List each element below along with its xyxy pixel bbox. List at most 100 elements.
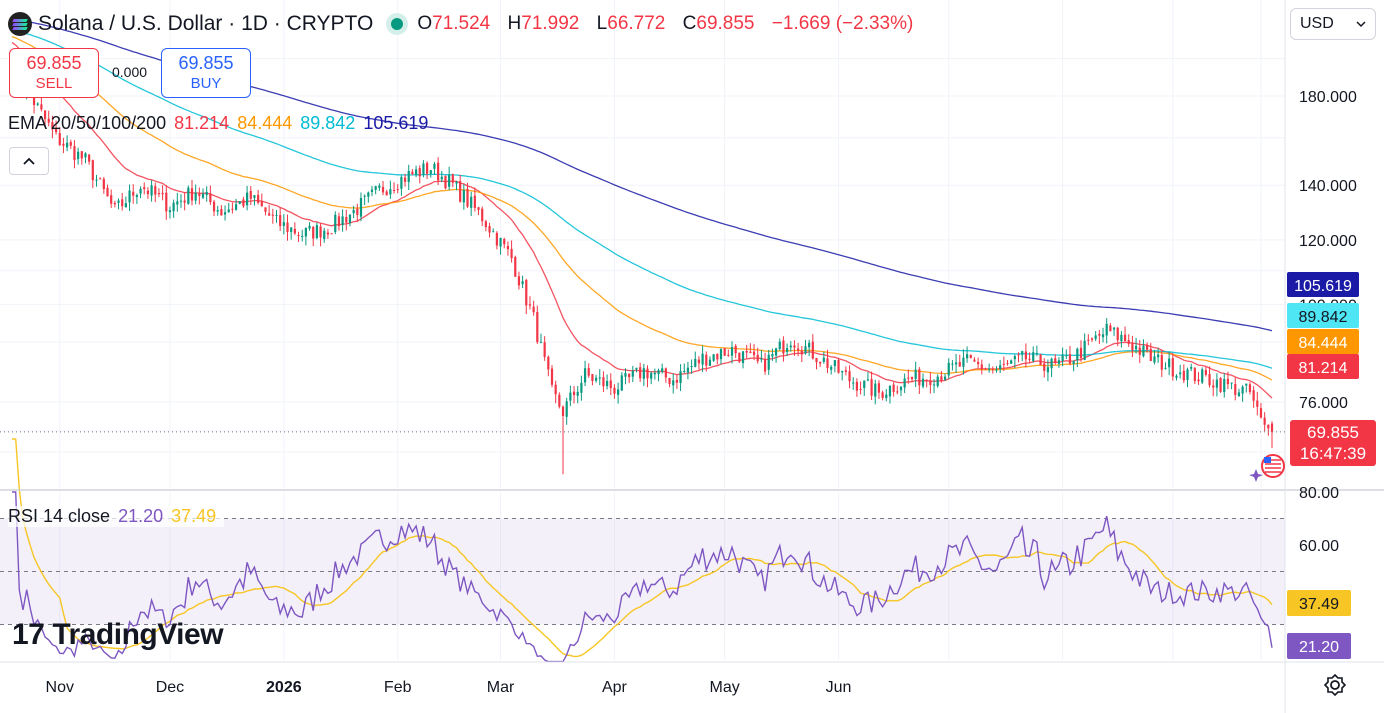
candle-body xyxy=(602,377,605,387)
candle-body xyxy=(128,190,131,203)
candle-body xyxy=(848,371,851,382)
candle-body xyxy=(117,200,120,203)
candle-body xyxy=(1039,354,1042,365)
candle-body xyxy=(275,214,278,216)
candle-body xyxy=(778,341,781,350)
candle-body xyxy=(1024,351,1027,360)
candle-body xyxy=(32,96,36,106)
ohlc-values: O71.524 H71.992 L66.772 C69.855 −1.669 (… xyxy=(417,13,914,34)
change-value: −1.669 (−2.33%) xyxy=(771,13,914,34)
candle-body xyxy=(940,376,943,381)
gear-icon[interactable] xyxy=(1322,672,1348,698)
candle-body xyxy=(870,379,873,396)
last-price-tag: 69.855 16:47:39 xyxy=(1290,420,1376,466)
currency-select[interactable]: USD xyxy=(1290,8,1376,40)
candle-body xyxy=(312,226,315,239)
rsi-ma-tag xyxy=(1287,590,1351,616)
symbol-title[interactable]: Solana / U.S. Dollar · 1D · CRYPTO xyxy=(38,12,374,35)
candle-body xyxy=(363,195,366,197)
candle-body xyxy=(1090,338,1094,340)
flag-canton xyxy=(1264,457,1271,463)
collapse-legend-button[interactable] xyxy=(9,147,49,175)
candle-body xyxy=(403,177,407,182)
candle-body xyxy=(1028,358,1031,360)
candle-body xyxy=(1171,358,1174,377)
candle-body xyxy=(991,368,994,370)
candle-body xyxy=(488,226,491,233)
candle-body xyxy=(370,189,374,193)
candle-body xyxy=(1032,352,1035,361)
candle-body xyxy=(635,367,638,370)
rsi-legend[interactable]: RSI 14 close 21.20 37.49 xyxy=(8,506,225,527)
candle-body xyxy=(187,187,190,204)
candle-body xyxy=(815,357,818,363)
candle-body xyxy=(675,379,678,383)
candle-body xyxy=(183,200,186,203)
candle-body xyxy=(286,222,289,232)
candle-body xyxy=(506,245,510,250)
candle-body xyxy=(1234,383,1237,395)
candle-body xyxy=(73,146,76,161)
candle-body xyxy=(598,377,601,379)
candle-body xyxy=(367,192,370,197)
candle-body xyxy=(426,162,429,174)
candle-body xyxy=(628,373,631,378)
candle-body xyxy=(190,188,194,201)
candle-body xyxy=(341,216,344,226)
candle-body xyxy=(319,226,322,238)
candle-body xyxy=(212,201,216,212)
candle-body xyxy=(786,348,789,353)
candle-body xyxy=(808,342,811,348)
candle-body xyxy=(389,189,392,195)
candle-body xyxy=(984,368,987,370)
candle-body xyxy=(752,351,756,356)
candle-body xyxy=(521,281,524,285)
candle-body xyxy=(470,196,473,208)
candle-body xyxy=(315,225,318,239)
candle-body xyxy=(631,370,634,377)
candle-body xyxy=(172,202,175,212)
candle-body xyxy=(1267,424,1270,429)
candle-body xyxy=(910,376,914,380)
ema-legend[interactable]: EMA 20/50/100/200 81.214 84.444 89.842 105.6… xyxy=(8,113,429,133)
candle-body xyxy=(110,195,113,204)
candle-body xyxy=(66,142,69,148)
candle-body xyxy=(705,354,708,366)
candle-body xyxy=(492,231,495,233)
candle-body xyxy=(132,191,135,196)
candle-body xyxy=(844,370,847,372)
time-tick-label: Mar xyxy=(487,679,515,696)
candle-body xyxy=(999,365,1002,370)
candle-body xyxy=(1160,354,1163,370)
tv-logo-icon: 17 xyxy=(12,618,45,651)
rsi-pane xyxy=(0,518,1285,625)
buy-button[interactable]: 69.855 BUY xyxy=(161,48,251,98)
candle-body xyxy=(734,345,737,354)
candle-body xyxy=(528,304,532,306)
candle-body xyxy=(308,225,311,229)
time-tick-label: Apr xyxy=(602,679,628,696)
candle-body xyxy=(1149,348,1152,362)
candle-body xyxy=(547,356,550,370)
candle-body xyxy=(392,190,396,192)
candle-body xyxy=(679,371,682,384)
candle-body xyxy=(587,368,590,376)
candle-body xyxy=(690,365,693,367)
candle-body xyxy=(348,214,352,223)
candle-body xyxy=(205,191,208,196)
candle-body xyxy=(88,154,91,162)
candle-body xyxy=(198,193,201,197)
spread-value: 0.000 xyxy=(112,64,148,80)
candle-body xyxy=(77,151,80,160)
candle-body xyxy=(301,235,304,237)
candle-body xyxy=(907,377,910,379)
candle-body xyxy=(583,368,587,383)
candle-body xyxy=(1204,369,1207,375)
candle-body xyxy=(165,192,168,212)
sell-button[interactable]: 69.855 SELL xyxy=(9,48,99,98)
candle-body xyxy=(337,216,341,227)
candle-body xyxy=(1123,334,1127,342)
candle-body xyxy=(782,340,785,354)
